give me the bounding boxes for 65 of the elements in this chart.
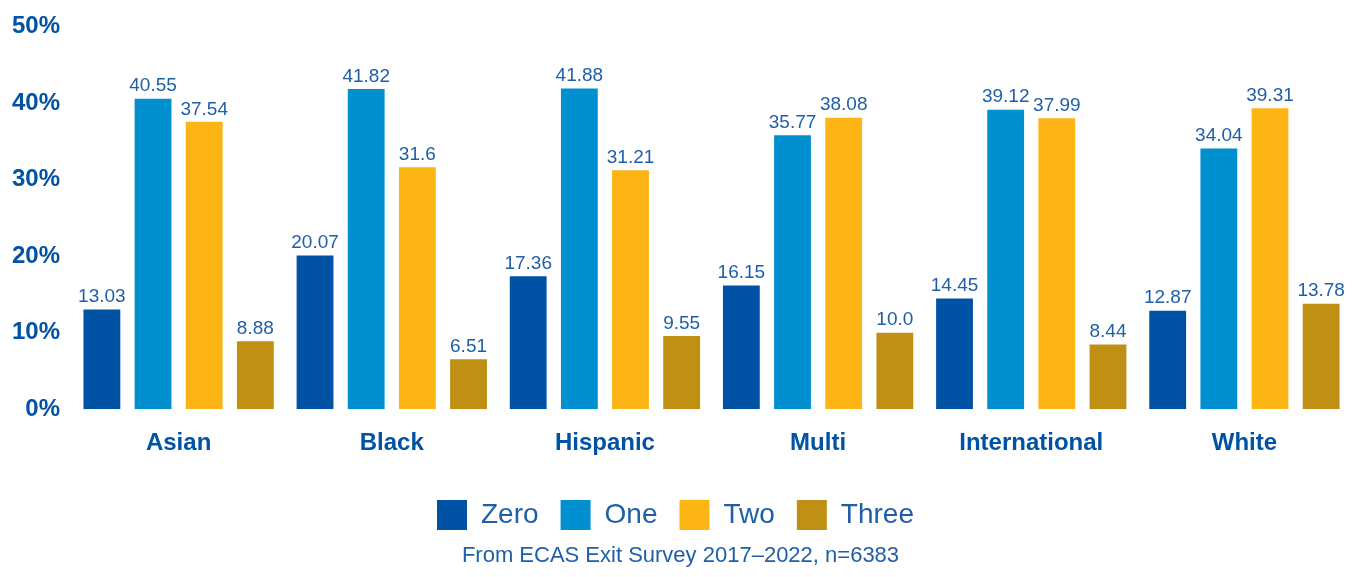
bar [347,89,385,410]
y-tick-label: 10% [11,317,61,345]
bar [663,336,701,410]
legend-label: One [604,497,658,529]
bar [560,88,598,410]
bar [1038,118,1076,410]
data-label: 37.54 [180,97,229,119]
bar [134,98,172,410]
bar [1089,344,1127,410]
data-label: 13.03 [78,285,126,307]
data-label: 41.88 [555,64,604,86]
data-label: 16.15 [717,261,766,283]
legend-label: Three [840,497,915,529]
bar [509,276,547,410]
bar [450,359,487,410]
bar [987,109,1025,410]
bar [1302,303,1340,410]
data-label: 40.55 [129,74,177,96]
data-label: 31.6 [398,143,436,164]
y-tick-label: 50% [11,11,61,39]
bar [1149,310,1187,410]
y-tick-label: 30% [11,164,61,192]
x-tick-label: International [959,428,1104,456]
data-label: 17.36 [504,252,552,274]
text: From ECAS Exit Survey 2017–2022, n=6383 [460,542,901,568]
bar [612,170,649,410]
legend-label: Zero [481,497,539,529]
bar [83,309,121,410]
data-label: 37.99 [1033,94,1081,116]
data-label: 9.55 [663,311,701,333]
x-tick-label: White [1211,428,1278,456]
x-tick-label: Black [359,428,425,456]
bar [722,285,760,410]
x-tick-label: Hispanic [554,428,655,456]
bar [1200,148,1238,410]
bar [825,117,863,410]
data-label: 20.07 [291,231,339,253]
data-label: 31.21 [606,145,655,167]
data-label: 14.45 [930,274,979,296]
data-label: 8.88 [236,316,274,338]
bar [236,341,274,410]
data-label: 12.87 [1143,286,1192,308]
bar [936,298,973,410]
data-label: 35.77 [768,111,817,133]
bar [398,167,436,410]
y-tick-label: 20% [11,240,61,268]
x-tick-label: Multi [790,428,847,456]
bar [296,255,334,410]
data-label: 6.51 [450,335,488,357]
data-label: 39.31 [1246,83,1294,105]
x-tick-label: Asian [145,428,212,456]
data-label: 8.44 [1089,320,1127,342]
bar [1251,108,1289,410]
legend-label: Two [723,497,775,529]
bar [185,121,223,410]
data-label: 38.08 [819,93,868,115]
data-label: 13.78 [1297,279,1345,301]
data-label: 34.04 [1195,124,1244,146]
data-label: 39.12 [981,85,1030,107]
y-tick-label: 0% [25,393,61,421]
bar [876,332,914,410]
y-tick-label: 40% [11,87,61,115]
data-label: 41.82 [342,64,390,86]
bar [774,135,811,410]
data-label: 10.0 [876,308,914,330]
